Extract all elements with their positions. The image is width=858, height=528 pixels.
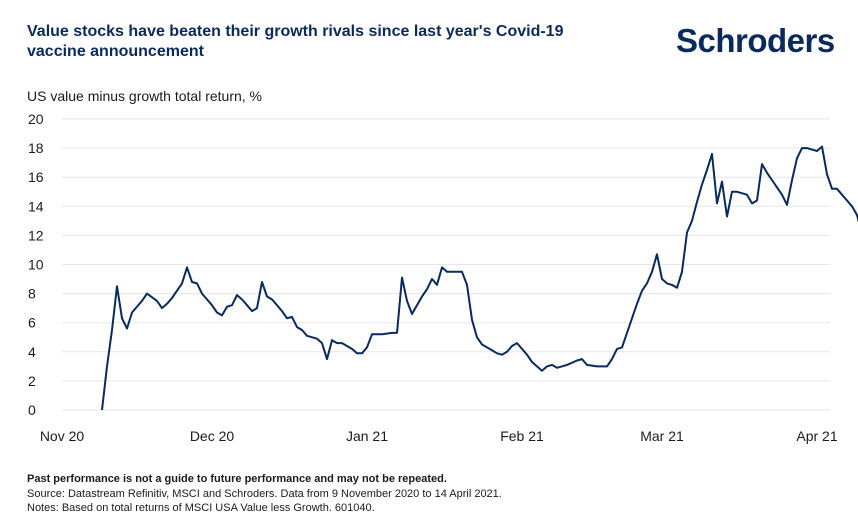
- source-text: Source: Datastream Refinitiv, MSCI and S…: [27, 487, 502, 500]
- x-tick-labels: Nov 20 Dec 20 Jan 21 Feb 21 Mar 21 Apr 21: [40, 428, 838, 444]
- y-tick-label: 2: [28, 373, 36, 389]
- y-tick-label: 0: [28, 402, 36, 418]
- x-tick-label: Mar 21: [640, 428, 684, 444]
- x-tick-label: Dec 20: [190, 428, 235, 444]
- gridlines: [62, 118, 830, 411]
- y-tick-label: 8: [28, 286, 36, 302]
- y-axis-label: US value minus growth total return, %: [27, 88, 262, 104]
- y-tick-label: 14: [28, 198, 44, 214]
- series-group: [101, 145, 858, 411]
- disclaimer-text: Past performance is not a guide to futur…: [27, 473, 447, 485]
- notes-text: Notes: Based on total returns of MSCI US…: [27, 502, 375, 514]
- schroders-logo: Schroders: [676, 22, 835, 59]
- series-line: [101, 145, 858, 411]
- y-tick-label: 6: [28, 315, 36, 331]
- x-tick-label: Nov 20: [40, 428, 85, 444]
- x-tick-label: Feb 21: [500, 428, 544, 444]
- y-tick-label: 16: [28, 169, 44, 185]
- y-tick-label: 18: [28, 140, 44, 156]
- y-tick-label: 20: [28, 111, 44, 127]
- y-tick-label: 4: [28, 344, 36, 360]
- x-tick-label: Apr 21: [796, 428, 837, 444]
- footer: Past performance is not a guide to futur…: [27, 472, 502, 516]
- chart-title: Value stocks have beaten their growth ri…: [27, 23, 564, 60]
- y-tick-labels: 0 2 4 6 8 10 12 14 16 18 20: [28, 111, 44, 418]
- line-chart: 0 2 4 6 8 10 12 14 16 18 20 Nov 20 Dec 20 Jan 21 Feb …: [28, 111, 858, 444]
- y-tick-label: 10: [28, 257, 44, 273]
- x-tick-label: Jan 21: [346, 428, 388, 444]
- y-tick-label: 12: [28, 227, 44, 243]
